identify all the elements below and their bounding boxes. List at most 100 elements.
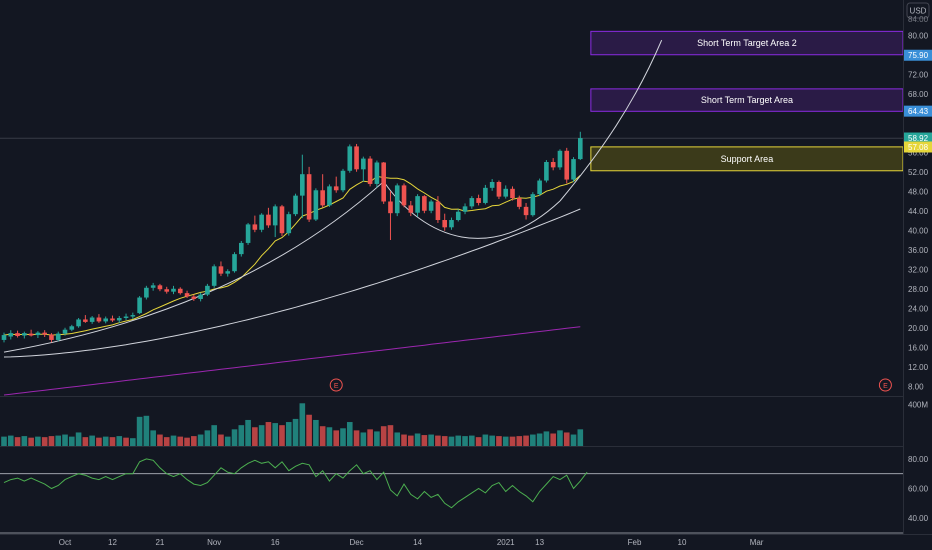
curve-cup	[383, 181, 561, 239]
price-tick: 24.00	[908, 304, 929, 313]
volume-pane: 400M	[1, 400, 928, 446]
volume-bar	[475, 437, 482, 446]
time-tick: Feb	[628, 538, 642, 547]
time-tick: 10	[678, 538, 687, 547]
rsi-tick: 40.00	[908, 514, 929, 523]
currency-label: USD	[910, 7, 927, 16]
time-axis[interactable]: 14Oct1221Nov16Dec14202113Feb10Mar	[0, 538, 764, 547]
candle-body	[544, 162, 549, 181]
volume-bar	[421, 435, 428, 446]
candle-body	[89, 317, 95, 322]
candle-body	[171, 288, 176, 292]
price-tag-2: 58.92	[908, 134, 929, 143]
curve-left	[3, 181, 385, 353]
price-tag-bg-2	[904, 132, 932, 144]
candle-body	[279, 206, 285, 234]
moving-averages	[3, 175, 581, 396]
volume-bar	[252, 427, 258, 446]
candle-body	[327, 186, 332, 206]
volume-bar	[530, 434, 536, 446]
volume-bar	[265, 422, 272, 446]
zone-label-2: Support Area	[721, 154, 774, 164]
volume-bar	[177, 436, 184, 446]
volume-bar	[157, 434, 163, 446]
price-tag-bg-1	[904, 105, 932, 117]
price-tick: 52.00	[908, 168, 929, 177]
volume-bar	[238, 425, 245, 446]
time-tick: Oct	[59, 538, 72, 547]
volume-bar	[394, 432, 401, 446]
candle-body	[252, 224, 258, 230]
candle-body	[272, 206, 278, 226]
volume-bar	[340, 428, 346, 446]
candle-body	[69, 326, 75, 330]
candle-body	[455, 211, 461, 221]
candle-body	[293, 195, 298, 215]
volume-bar	[150, 430, 156, 446]
volume-bar	[102, 436, 109, 446]
volume-bar	[557, 430, 563, 446]
volume-bar	[224, 436, 231, 446]
candle-body	[537, 180, 542, 195]
candle-body	[62, 329, 68, 334]
time-tick: 16	[271, 538, 280, 547]
volume-bar	[408, 435, 414, 446]
volume-bar	[516, 436, 523, 446]
candles	[1, 131, 583, 343]
candle-body	[578, 138, 583, 160]
volume-bar	[380, 426, 387, 446]
candle-body	[347, 146, 353, 171]
volume-bar	[89, 435, 95, 446]
volume-bar	[55, 435, 62, 446]
volume-bar	[163, 437, 170, 446]
volume-bar	[285, 422, 292, 446]
price-tick: 28.00	[908, 285, 929, 294]
candle-body	[144, 287, 149, 298]
volume-bar	[496, 436, 502, 446]
volume-bar	[245, 419, 251, 446]
candle-body	[300, 174, 305, 196]
volume-bar	[563, 432, 570, 446]
price-tick: 20.00	[908, 324, 929, 333]
volume-bar	[299, 403, 306, 446]
candle-body	[28, 333, 34, 336]
candle-body	[42, 332, 47, 335]
candle-body	[428, 201, 434, 211]
candle-body	[232, 254, 237, 272]
candle-body	[116, 318, 122, 321]
price-tick: 36.00	[908, 246, 929, 255]
candle-body	[564, 150, 570, 180]
candle-body	[103, 318, 108, 322]
zones: Short Term Target Area 2 Short Term Targe…	[590, 30, 904, 172]
time-tick: 13	[535, 538, 544, 547]
earnings-label-1: E	[883, 383, 888, 390]
candle-body	[354, 146, 359, 170]
candle-body	[55, 333, 61, 340]
volume-bar	[123, 437, 129, 446]
candle-body	[177, 288, 183, 294]
currency-button[interactable]	[906, 2, 930, 19]
candle-body	[225, 271, 231, 274]
volume-bar	[435, 435, 441, 446]
candle-body	[96, 317, 102, 322]
volume-bar	[109, 437, 116, 446]
volume-bar	[333, 430, 340, 446]
volume-bar	[543, 431, 550, 446]
candle-body	[191, 296, 197, 299]
candle-body	[137, 297, 142, 314]
volume-bar	[469, 435, 475, 446]
candle-body	[523, 206, 529, 216]
candle-body	[557, 150, 563, 168]
price-grid	[0, 0, 932, 535]
candle-body	[286, 214, 292, 234]
price-tick: 16.00	[908, 343, 929, 352]
rsi-tick: 80.00	[908, 455, 929, 464]
candle-body	[239, 242, 244, 255]
time-tick: Nov	[207, 538, 221, 547]
volume-bar	[346, 422, 353, 446]
earnings-marker-1	[878, 378, 892, 392]
